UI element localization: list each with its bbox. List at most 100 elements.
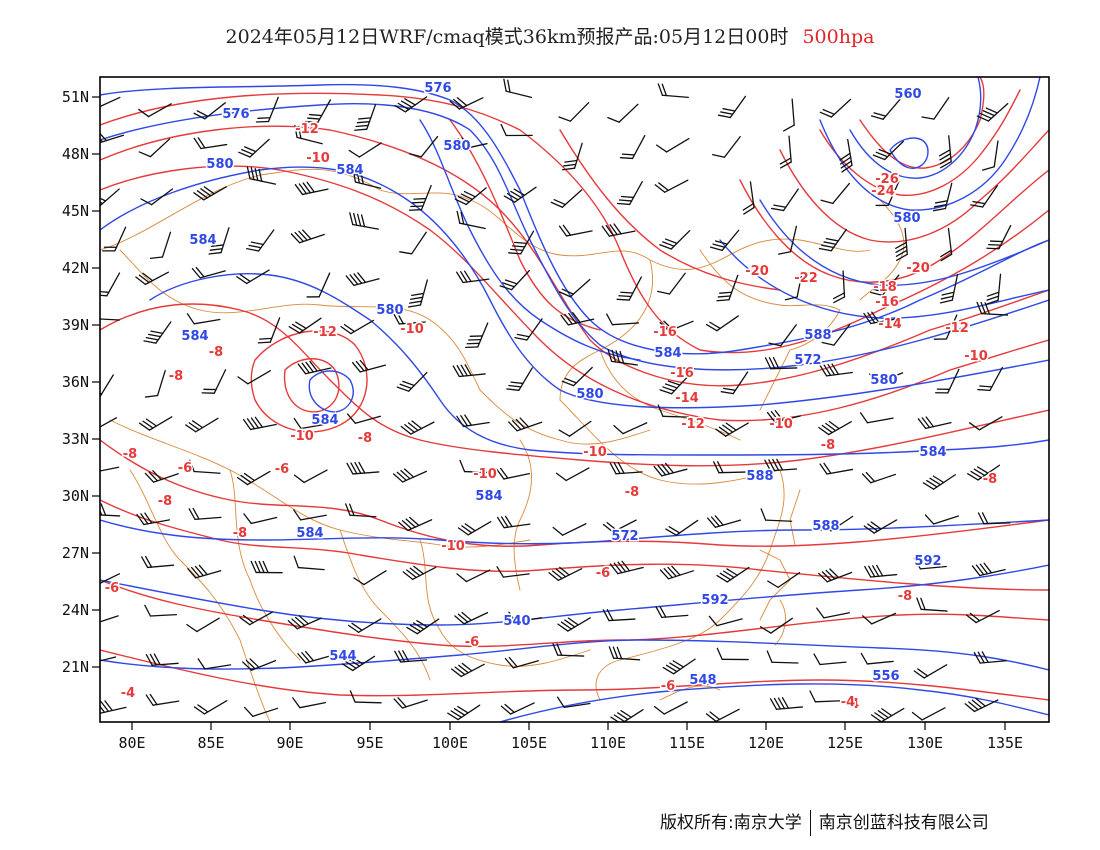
wind-barb [709,229,740,251]
wind-barb [870,98,901,120]
height-contour-line [819,77,1041,211]
border-line [109,419,531,548]
wind-barb [238,138,270,158]
wind-barb [607,349,639,366]
height-contour-labels: 576 576 580 584 584 580 584 584 580 580 584 584 572 5… [180,80,948,690]
temperature-contour-label: -8 [358,431,372,446]
x-tick-label: 105E [511,734,547,752]
temperature-contour-label: -16 [653,325,677,340]
wind-barb [967,464,1001,481]
wind-barb [293,509,327,521]
temperature-contours [100,77,1049,701]
wind-barb [145,693,180,706]
temperature-contour-label: -6 [275,462,289,477]
wind-barb [242,658,277,671]
temperature-contour-line [100,92,1049,354]
border-line [859,199,905,301]
height-contour-line [100,639,1049,671]
temperature-contour-labels: -12 -10 -12 -10 -8 -8 -10 -8 -8 -6 -6 -8 -8 -10 -10 -8 -… [103,121,998,714]
wind-barb [500,123,533,137]
wind-barb [100,573,121,586]
x-tick-label: 130E [907,734,943,752]
x-tick-label: 110E [590,734,626,752]
height-contour-label: 584 [475,489,502,504]
wind-barb [465,322,489,349]
wind-barb [924,514,960,525]
wind-barb [715,422,749,437]
temperature-contour-label: -12 [945,321,969,336]
temperature-contour-label: -8 [625,485,639,500]
height-contour-line [100,166,1049,409]
wind-barb [895,227,908,261]
wind-barb [451,662,485,678]
wind-barb [504,656,539,669]
temperature-contour-line [449,119,601,331]
wind-barb [872,140,904,161]
wind-barb [555,467,590,482]
wind-barb [860,652,894,665]
wind-barb [100,466,120,474]
wind-barb [237,369,271,385]
border-line [229,469,301,661]
wind-barb [764,458,798,472]
map-title: 2024年05月12日WRF/cmaq模式36km预报产品:05月12日00时 5… [0,22,1100,49]
wind-barb [717,95,747,119]
wind-barb [862,612,897,625]
wind-barb [346,413,382,424]
wind-barb [659,320,694,332]
wind-barb [352,169,382,189]
wind-barb [561,366,593,387]
wind-barb [911,707,946,721]
wind-barb [257,317,281,344]
wind-barb [288,317,322,334]
wind-barb [981,140,999,171]
wind-barb [964,697,999,713]
wind-barb [613,422,648,435]
wind-barb [243,513,278,525]
wind-barb [508,611,542,623]
wind-barb [913,664,948,679]
wind-barb [769,697,804,710]
wind-barb [293,469,328,484]
y-tick-label: 30N [62,487,89,505]
wind-barb [141,555,175,569]
wind-barb [976,102,1009,122]
wind-barb [402,565,437,580]
temperature-contour-line [819,89,1021,196]
temperature-contour-label: -10 [964,349,988,364]
wind-barb [452,364,486,378]
wind-barb [607,103,639,123]
map-frame [99,76,1050,723]
border-line [419,539,591,667]
height-contour-label: 580 [576,387,603,402]
wind-barb [913,557,947,570]
wind-barb [138,103,172,118]
wind-barb [392,312,426,325]
temperature-contour-line [100,165,1049,422]
wind-barb [935,368,960,394]
wind-barb [766,650,799,664]
wind-barb [187,564,222,579]
temperature-contour-line [779,129,1049,243]
wind-barb [459,459,492,474]
wind-barb [720,371,749,395]
wind-barb [619,134,646,160]
wind-barb [818,228,847,252]
height-contour-label: 556 [872,669,899,684]
wind-barb [705,708,740,722]
wind-barb [767,572,801,589]
wind-barb [456,210,486,230]
wind-barb [782,98,795,132]
wind-barb [499,269,530,291]
temperature-contour-label: -12 [295,122,319,137]
wind-barb [606,313,640,326]
temperature-contour-label: -4 [841,695,855,710]
wind-barb [864,564,898,578]
wind-barb [100,96,121,109]
wind-barb [242,416,277,431]
wind-barb [149,231,172,260]
y-tick-label: 39N [62,316,89,334]
wind-barb [819,363,853,377]
wind-barb [759,617,793,634]
wind-barb [144,470,179,483]
